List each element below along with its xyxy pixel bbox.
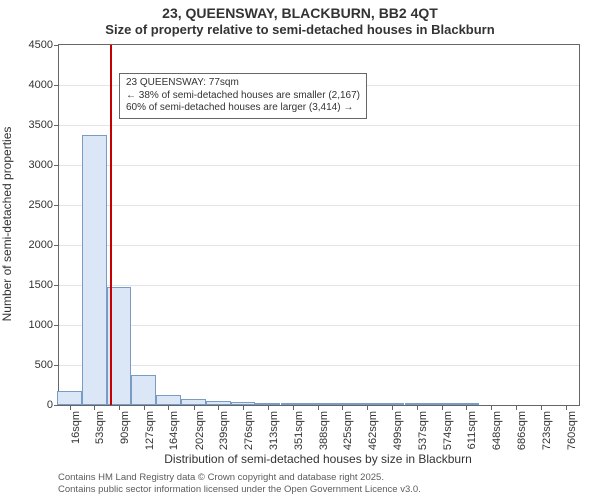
histogram-bar xyxy=(379,403,404,405)
histogram-bar xyxy=(231,402,256,405)
gridline xyxy=(59,285,579,286)
chart-title-line2: Size of property relative to semi-detach… xyxy=(0,22,600,39)
xtick-label: 611sqm xyxy=(466,405,478,449)
ytick-label: 1500 xyxy=(29,279,59,291)
histogram-bar xyxy=(429,403,454,405)
histogram-bar xyxy=(57,391,82,405)
ytick-label: 3000 xyxy=(29,159,59,171)
gridline xyxy=(59,205,579,206)
xtick-label: 648sqm xyxy=(491,405,503,450)
histogram-bar xyxy=(156,395,181,405)
histogram-bar xyxy=(454,403,479,405)
gridline xyxy=(59,125,579,126)
histogram-bar xyxy=(305,403,330,405)
xtick-label: 276sqm xyxy=(243,405,255,450)
ytick-label: 2500 xyxy=(29,199,59,211)
annotation-box: 23 QUEENSWAY: 77sqm← 38% of semi-detache… xyxy=(119,73,367,119)
ytick-label: 4500 xyxy=(29,39,59,51)
gridline xyxy=(59,325,579,326)
annotation-line3: 60% of semi-detached houses are larger (… xyxy=(126,102,360,115)
plot-area: 05001000150020002500300035004000450016sq… xyxy=(58,44,580,406)
xtick-label: 351sqm xyxy=(293,405,305,450)
histogram-bar xyxy=(255,403,280,405)
xtick-label: 313sqm xyxy=(268,405,280,450)
xtick-label: 425sqm xyxy=(342,405,354,450)
histogram-bar xyxy=(82,135,107,405)
xtick-label: 686sqm xyxy=(516,405,528,450)
ytick-label: 2000 xyxy=(29,239,59,251)
property-marker-line xyxy=(110,45,112,405)
histogram-bar xyxy=(131,375,156,405)
ytick-label: 1000 xyxy=(29,319,59,331)
xtick-label: 537sqm xyxy=(417,405,429,450)
ytick-label: 4000 xyxy=(29,79,59,91)
xtick-label: 723sqm xyxy=(541,405,553,450)
xtick-label: 53sqm xyxy=(94,405,106,444)
histogram-bar xyxy=(181,399,206,405)
histogram-bar xyxy=(355,403,380,405)
footer-attribution: Contains HM Land Registry data © Crown c… xyxy=(58,472,421,497)
xtick-label: 499sqm xyxy=(392,405,404,450)
xtick-label: 388sqm xyxy=(318,405,330,450)
histogram-bar xyxy=(330,403,355,405)
histogram-bar xyxy=(206,401,231,405)
annotation-line1: 23 QUEENSWAY: 77sqm xyxy=(126,77,360,90)
xtick-label: 16sqm xyxy=(70,405,82,444)
ytick-label: 500 xyxy=(35,359,59,371)
xtick-label: 239sqm xyxy=(218,405,230,450)
xtick-label: 462sqm xyxy=(367,405,379,450)
gridline xyxy=(59,165,579,166)
xtick-label: 127sqm xyxy=(144,405,156,450)
histogram-bar xyxy=(281,403,306,405)
footer-line2: Contains public sector information licen… xyxy=(58,484,421,496)
xtick-label: 574sqm xyxy=(442,405,454,450)
gridline xyxy=(59,365,579,366)
annotation-line2: ← 38% of semi-detached houses are smalle… xyxy=(126,90,360,103)
histogram-bar xyxy=(405,403,430,405)
xtick-label: 202sqm xyxy=(194,405,206,450)
x-axis-label: Distribution of semi-detached houses by … xyxy=(164,452,472,466)
footer-line1: Contains HM Land Registry data © Crown c… xyxy=(58,472,421,484)
xtick-label: 164sqm xyxy=(168,405,180,450)
chart-container: 23, QUEENSWAY, BLACKBURN, BB2 4QT Size o… xyxy=(0,0,600,500)
xtick-label: 90sqm xyxy=(119,405,131,444)
chart-title-line1: 23, QUEENSWAY, BLACKBURN, BB2 4QT xyxy=(0,0,600,22)
xtick-label: 760sqm xyxy=(566,405,578,450)
y-axis-label: Number of semi-detached properties xyxy=(0,127,14,322)
ytick-label: 3500 xyxy=(29,119,59,131)
gridline xyxy=(59,245,579,246)
